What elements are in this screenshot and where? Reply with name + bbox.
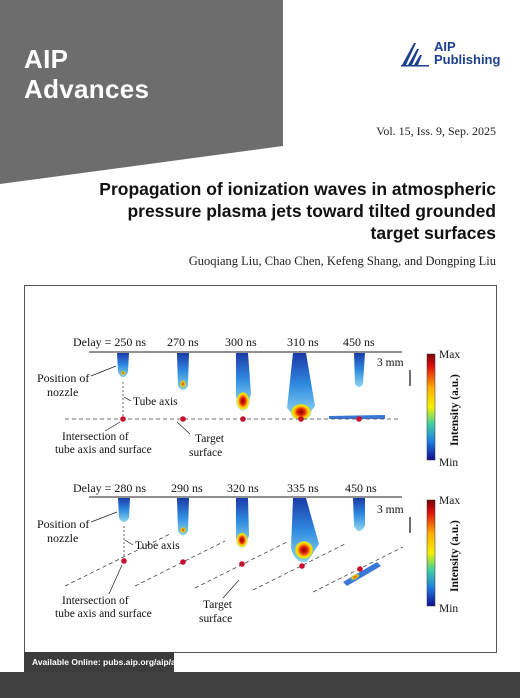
plasma-jet-image — [353, 498, 365, 531]
paper-title-line-3: target surfaces — [370, 223, 496, 243]
delay-label: Delay = 280 ns — [73, 481, 146, 495]
nozzle-label: Position of — [37, 517, 89, 531]
colorbar-max-label: Max — [439, 495, 460, 507]
scale-bar-label: 3 mm — [377, 504, 404, 516]
paper-title-line-1: Propagation of ionization waves in atmos… — [99, 179, 496, 199]
tube-axis-label: Tube axis — [133, 396, 178, 408]
issue-info: Vol. 15, Iss. 9, Sep. 2025 — [376, 124, 496, 138]
scale-bar-label: 3 mm — [377, 357, 404, 369]
intersection-marker — [356, 416, 362, 422]
cover-figure: Delay = 250 ns 270 ns 300 ns 310 ns 450 … — [24, 285, 497, 653]
intersection-marker — [239, 561, 245, 567]
delay-label: 270 ns — [167, 335, 199, 349]
plasma-jet-image — [287, 353, 315, 417]
plasma-jet-image — [354, 353, 365, 387]
availability-badge: Available Online: pubs.aip.org/aip/adv — [24, 652, 186, 672]
nozzle-label: Position of — [37, 371, 89, 385]
publisher-logo: AIP Publishing — [400, 40, 510, 70]
plasma-jet-image — [177, 498, 189, 536]
delay-label: 320 ns — [227, 481, 259, 495]
plasma-jet-image — [118, 498, 130, 522]
paper-title: Propagation of ionization waves in atmos… — [60, 178, 496, 244]
intersection-marker — [180, 416, 186, 422]
intersection-label: Intersection of — [62, 595, 129, 607]
delay-label: 450 ns — [345, 481, 377, 495]
delay-label: 300 ns — [225, 335, 257, 349]
delay-label: 335 ns — [287, 481, 319, 495]
figure-panel-b: Delay = 280 ns 290 ns 320 ns 335 ns 450 … — [37, 481, 461, 625]
nozzle-label: nozzle — [47, 385, 78, 399]
journal-title: AIP Advances — [24, 44, 149, 104]
plasma-jet-figure: Delay = 250 ns 270 ns 300 ns 310 ns 450 … — [37, 335, 461, 625]
intersection-label: tube axis and surface — [55, 444, 152, 456]
intersection-label: tube axis and surface — [55, 608, 152, 620]
target-surface-label: Target — [203, 599, 233, 611]
target-surface-label: Target — [195, 433, 225, 445]
colorbar-title: Intensity (a.u.) — [449, 520, 461, 592]
aip-publishing-logo-icon — [401, 43, 429, 67]
colorbar-title: Intensity (a.u.) — [449, 374, 461, 446]
colorbar — [426, 353, 436, 461]
footer-bar — [0, 672, 520, 698]
intersection-marker — [180, 559, 186, 565]
target-surface-label: surface — [199, 613, 232, 625]
delay-label: 450 ns — [343, 335, 375, 349]
intersection-marker — [298, 416, 304, 422]
intersection-marker — [120, 416, 126, 422]
paper-authors: Guoqiang Liu, Chao Chen, Kefeng Shang, a… — [188, 254, 496, 268]
intersection-marker — [357, 566, 363, 572]
surface-spread-image — [329, 415, 385, 419]
figure-panel-a: Delay = 250 ns 270 ns 300 ns 310 ns 450 … — [37, 335, 461, 469]
colorbar-min-label: Min — [439, 603, 458, 615]
intersection-marker — [299, 563, 305, 569]
colorbar — [426, 499, 436, 607]
delay-label: 310 ns — [287, 335, 319, 349]
journal-title-line-2: Advances — [24, 74, 150, 104]
intersection-marker — [121, 558, 127, 564]
publisher-name-line-2: Publishing — [434, 52, 501, 67]
colorbar-max-label: Max — [439, 349, 460, 361]
paper-title-line-2: pressure plasma jets toward tilted groun… — [127, 201, 496, 221]
journal-title-line-1: AIP — [24, 44, 69, 74]
cover-banner — [0, 0, 283, 184]
delay-label: Delay = 250 ns — [73, 335, 146, 349]
plasma-jet-image — [117, 353, 129, 378]
intersection-label: Intersection of — [62, 431, 129, 443]
intersection-marker — [240, 416, 246, 422]
surface-spread-image — [343, 562, 381, 586]
target-surface-label: surface — [189, 447, 222, 459]
tube-axis-label: Tube axis — [135, 540, 180, 552]
publisher-name-line-1: AIP — [434, 39, 456, 54]
delay-label: 290 ns — [171, 481, 203, 495]
nozzle-label: nozzle — [47, 531, 78, 545]
colorbar-min-label: Min — [439, 457, 458, 469]
